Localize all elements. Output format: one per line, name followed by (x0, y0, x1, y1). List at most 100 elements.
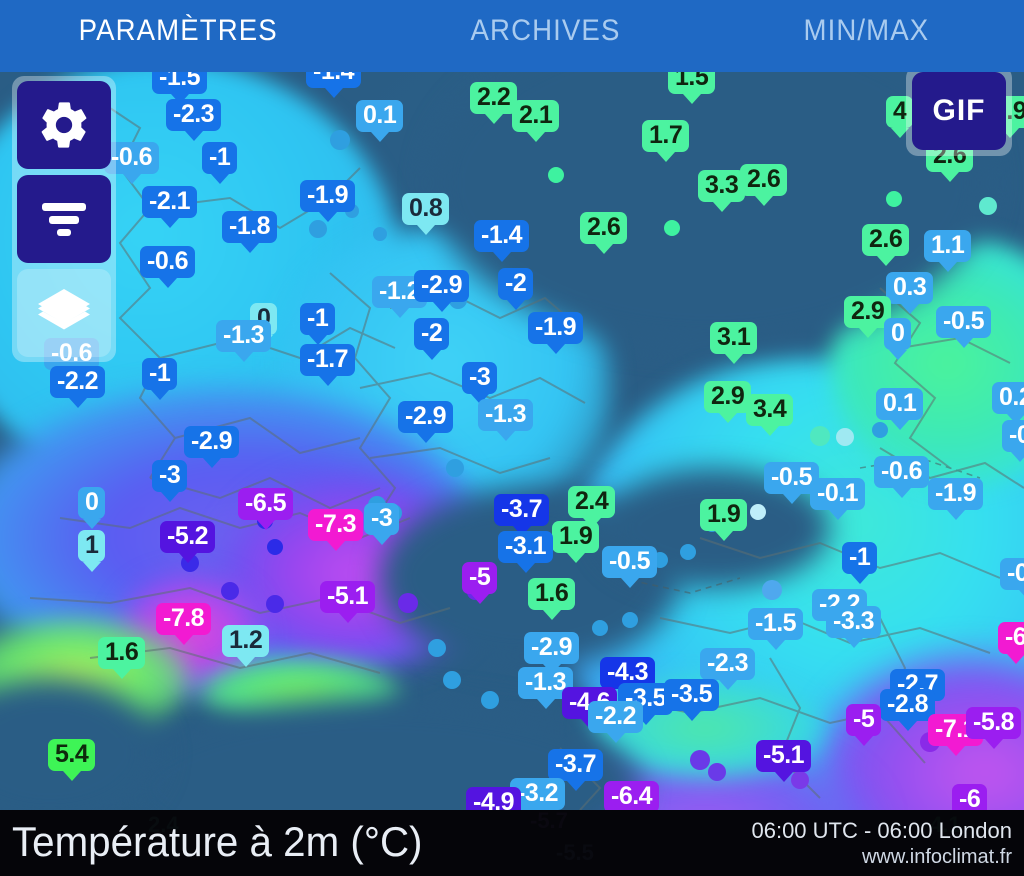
temperature-label[interactable]: -7.8 (156, 603, 212, 635)
temperature-label[interactable]: 3.1 (710, 322, 758, 354)
layers-button[interactable] (17, 269, 111, 357)
station-dot[interactable] (708, 763, 726, 781)
temperature-label[interactable]: 4 (886, 96, 914, 128)
temperature-label[interactable]: -2.9 (524, 632, 580, 664)
temperature-label[interactable]: -1.8 (222, 211, 278, 243)
station-dot[interactable] (680, 544, 696, 560)
temperature-label[interactable]: -5 (846, 704, 882, 736)
temperature-label[interactable]: 2.4 (568, 486, 616, 518)
station-dot[interactable] (592, 620, 608, 636)
temperature-label[interactable]: -1.3 (478, 399, 534, 431)
temperature-label[interactable]: -1 (842, 542, 878, 574)
temperature-label[interactable]: -6 (998, 622, 1024, 654)
temperature-label[interactable]: -0.6 (104, 142, 160, 174)
temperature-label[interactable]: -1.9 (528, 312, 584, 344)
temperature-label[interactable]: 2.6 (580, 212, 628, 244)
station-dot[interactable] (266, 595, 284, 613)
temperature-label[interactable]: -0.1 (810, 478, 866, 510)
temperature-label[interactable]: -6.5 (238, 488, 294, 520)
temperature-label[interactable]: 1.9 (700, 499, 748, 531)
gif-export-button[interactable]: GIF (912, 72, 1006, 150)
station-dot[interactable] (446, 459, 464, 477)
temperature-label[interactable]: -1.3 (216, 320, 272, 352)
station-dot[interactable] (267, 539, 283, 555)
temperature-label[interactable]: -6.4 (604, 781, 660, 810)
station-dot[interactable] (548, 167, 564, 183)
station-dot[interactable] (979, 197, 997, 215)
temperature-label[interactable]: -3 (152, 460, 188, 492)
temperature-label[interactable]: 3.3 (698, 170, 746, 202)
temperature-label[interactable]: -0.6 (140, 246, 196, 278)
temperature-label[interactable]: -5.2 (160, 521, 216, 553)
filter-button[interactable] (17, 175, 111, 263)
temperature-label[interactable]: -0.5 (936, 306, 992, 338)
temperature-label[interactable]: -2.9 (414, 270, 470, 302)
temperature-label[interactable]: -3.5 (664, 679, 720, 711)
temperature-label[interactable]: 1.2 (222, 625, 270, 657)
temperature-label[interactable]: -1.7 (300, 344, 356, 376)
temperature-label[interactable]: -0 (1002, 420, 1024, 452)
temperature-label[interactable]: 1.6 (98, 637, 146, 669)
station-dot[interactable] (750, 504, 766, 520)
temperature-label[interactable]: -2.3 (700, 648, 756, 680)
station-dot[interactable] (373, 227, 387, 241)
temperature-label[interactable]: 3.4 (746, 394, 794, 426)
tab-archives[interactable]: ARCHIVES (470, 14, 621, 47)
temperature-label[interactable]: -7.3 (308, 509, 364, 541)
temperature-label[interactable]: -1 (300, 303, 336, 335)
temperature-label[interactable]: -4.9 (466, 787, 522, 810)
station-dot[interactable] (398, 593, 418, 613)
temperature-label[interactable]: -1.4 (474, 220, 530, 252)
station-dot[interactable] (872, 422, 888, 438)
station-dot[interactable] (886, 191, 902, 207)
temperature-label[interactable]: -5.1 (756, 740, 812, 772)
temperature-label[interactable]: -2 (414, 318, 450, 350)
temperature-label[interactable]: -6 (952, 784, 988, 810)
settings-button[interactable] (17, 81, 111, 169)
temperature-label[interactable]: 2.1 (512, 100, 560, 132)
temperature-label[interactable]: 0 (78, 487, 106, 519)
temperature-label[interactable]: -1.3 (518, 667, 574, 699)
temperature-label[interactable]: 2.9 (704, 381, 752, 413)
station-dot[interactable] (791, 771, 809, 789)
temperature-label[interactable]: -2.3 (166, 99, 222, 131)
temperature-label[interactable]: -1.9 (300, 180, 356, 212)
temperature-label[interactable]: 0.1 (876, 388, 924, 420)
temperature-label[interactable]: 1 (78, 530, 106, 562)
temperature-label[interactable]: 1.7 (642, 120, 690, 152)
temperature-label[interactable]: -0.6 (44, 338, 100, 370)
temperature-label[interactable]: -1.5 (748, 608, 804, 640)
temperature-label[interactable]: -3 (462, 362, 498, 394)
tab-minmax[interactable]: MIN/MAX (803, 14, 930, 47)
station-dot[interactable] (690, 750, 710, 770)
temperature-label[interactable]: -5.1 (320, 581, 376, 613)
temperature-label[interactable]: -5 (462, 562, 498, 594)
temperature-label[interactable]: 2.2 (470, 82, 518, 114)
temperature-label[interactable]: -2.2 (588, 701, 644, 733)
temperature-label[interactable]: 2.6 (740, 164, 788, 196)
temperature-label[interactable]: -2.2 (50, 366, 106, 398)
station-dot[interactable] (836, 428, 854, 446)
station-dot[interactable] (762, 580, 782, 600)
temperature-label[interactable]: -2.9 (184, 426, 240, 458)
temperature-label[interactable]: -0.5 (602, 546, 658, 578)
temperature-label[interactable]: -2.1 (142, 186, 198, 218)
temperature-label[interactable]: -0.6 (874, 456, 930, 488)
temperature-map[interactable]: -1.5-1.42.22.11.542.9-2.30.11.72.6-0.6-1… (0, 58, 1024, 810)
station-dot[interactable] (330, 130, 350, 150)
temperature-label[interactable]: -2.9 (398, 401, 454, 433)
temperature-label[interactable]: 0 (884, 318, 912, 350)
station-dot[interactable] (664, 220, 680, 236)
temperature-label[interactable]: -3 (364, 503, 400, 535)
temperature-label[interactable]: 0.8 (402, 193, 450, 225)
temperature-label[interactable]: -1.9 (928, 478, 984, 510)
station-dot[interactable] (428, 639, 446, 657)
station-dot[interactable] (481, 691, 499, 709)
temperature-label[interactable]: 0.1 (356, 100, 404, 132)
temperature-label[interactable]: -2 (498, 268, 534, 300)
temperature-label[interactable]: -0.5 (1000, 558, 1024, 590)
station-dot[interactable] (221, 582, 239, 600)
temperature-label[interactable]: 1.9 (552, 521, 600, 553)
temperature-label[interactable]: -3.1 (498, 531, 554, 563)
station-dot[interactable] (309, 220, 327, 238)
